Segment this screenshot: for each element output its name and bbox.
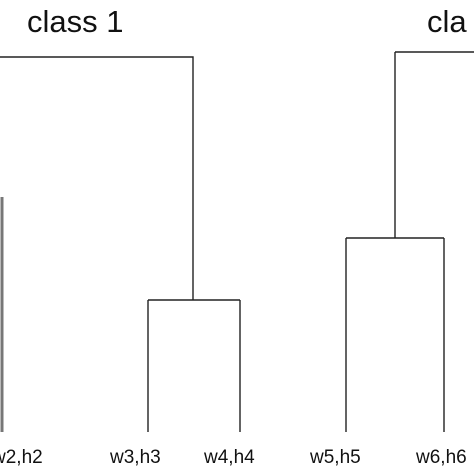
leaf-label-w4: w4,h4 xyxy=(203,447,255,468)
leaf-label-w5: w5,h5 xyxy=(309,447,361,468)
class-1-title: class 1 xyxy=(27,4,123,39)
class-2-title: cla xyxy=(427,4,467,39)
leaf-label-w3: w3,h3 xyxy=(109,447,161,468)
class-1-top-branch xyxy=(0,56,194,300)
leaf-label-w2: w2,h2 xyxy=(0,447,43,468)
leaf-label-w6: w6,h6 xyxy=(415,447,467,468)
